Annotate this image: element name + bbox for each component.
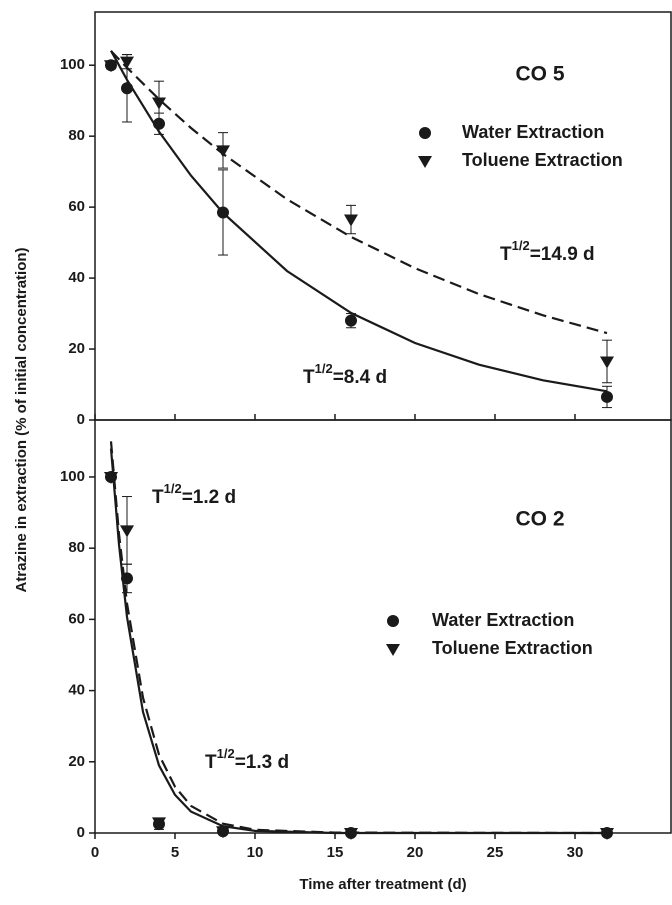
- x-tick-label: 10: [247, 844, 264, 861]
- legend-label: Water Extraction: [432, 610, 574, 630]
- point: [345, 314, 357, 327]
- y-tick-label: 20: [68, 340, 85, 357]
- x-tick-label: 5: [171, 844, 179, 861]
- y-tick-label: 0: [77, 411, 85, 428]
- annotation: T1/2=1.2 d: [152, 481, 236, 508]
- point: [152, 97, 166, 110]
- annotation-text: =1.2 d: [182, 487, 236, 508]
- x-tick-label: 15: [327, 844, 344, 861]
- point: [121, 82, 133, 95]
- legend-marker: [387, 615, 399, 627]
- fit-line: [110, 50, 608, 335]
- annotation: T1/2=1.3 d: [205, 746, 289, 773]
- point: [600, 356, 614, 369]
- x-tick-label: 30: [567, 844, 584, 861]
- point: [601, 390, 613, 403]
- plot-frame: [94, 11, 672, 421]
- y-tick-label: 60: [68, 198, 85, 215]
- annotation-superscript: 1/2: [217, 746, 235, 761]
- point: [120, 56, 134, 69]
- y-axis-label: Atrazine in extraction (% of initial con…: [13, 247, 30, 592]
- legend-label: Toluene Extraction: [432, 638, 593, 658]
- x-tick-label: 25: [487, 844, 504, 861]
- panel-title: CO 5: [515, 63, 564, 86]
- panel-title: CO 2: [515, 508, 564, 531]
- annotation-text: =8.4 d: [333, 367, 387, 388]
- y-tick-label: 40: [68, 269, 85, 286]
- x-tick-label: 20: [407, 844, 424, 861]
- annotation-text: T: [152, 487, 164, 508]
- point: [344, 214, 358, 227]
- y-tick-label: 0: [77, 824, 85, 841]
- legend-marker: [418, 156, 432, 168]
- y-tick-label: 80: [68, 127, 85, 144]
- annotation: T1/2=8.4 d: [303, 361, 387, 388]
- x-axis-label: Time after treatment (d): [299, 876, 466, 893]
- legend-label: Water Extraction: [462, 122, 604, 142]
- x-tick-label: 0: [91, 844, 99, 861]
- point: [104, 471, 118, 484]
- y-tick-label: 40: [68, 682, 85, 699]
- annotation-superscript: 1/2: [512, 238, 530, 253]
- point: [104, 60, 118, 73]
- point: [152, 817, 166, 830]
- annotation: T1/2=14.9 d: [500, 238, 595, 265]
- y-tick-label: 80: [68, 539, 85, 556]
- legend-marker: [386, 644, 400, 656]
- annotation-text: T: [303, 367, 315, 388]
- point: [600, 828, 614, 840]
- point: [217, 206, 229, 219]
- annotation-text: T: [205, 752, 217, 773]
- legend-marker: [419, 127, 431, 139]
- annotation-text: =1.3 d: [235, 752, 289, 773]
- point: [120, 525, 134, 538]
- y-tick-label: 100: [60, 468, 85, 485]
- point: [121, 572, 133, 585]
- annotation-superscript: 1/2: [315, 361, 333, 376]
- annotation-text: T: [500, 244, 512, 265]
- annotation-superscript: 1/2: [164, 481, 182, 496]
- point: [216, 826, 230, 839]
- fit-line: [109, 441, 608, 835]
- annotation-text: =14.9 d: [530, 244, 595, 265]
- legend-label: Toluene Extraction: [462, 150, 623, 170]
- fit-line: [110, 50, 608, 393]
- y-tick-label: 20: [68, 753, 85, 770]
- y-tick-label: 60: [68, 610, 85, 627]
- point: [344, 828, 358, 840]
- y-tick-label: 100: [60, 56, 85, 73]
- point: [216, 145, 230, 158]
